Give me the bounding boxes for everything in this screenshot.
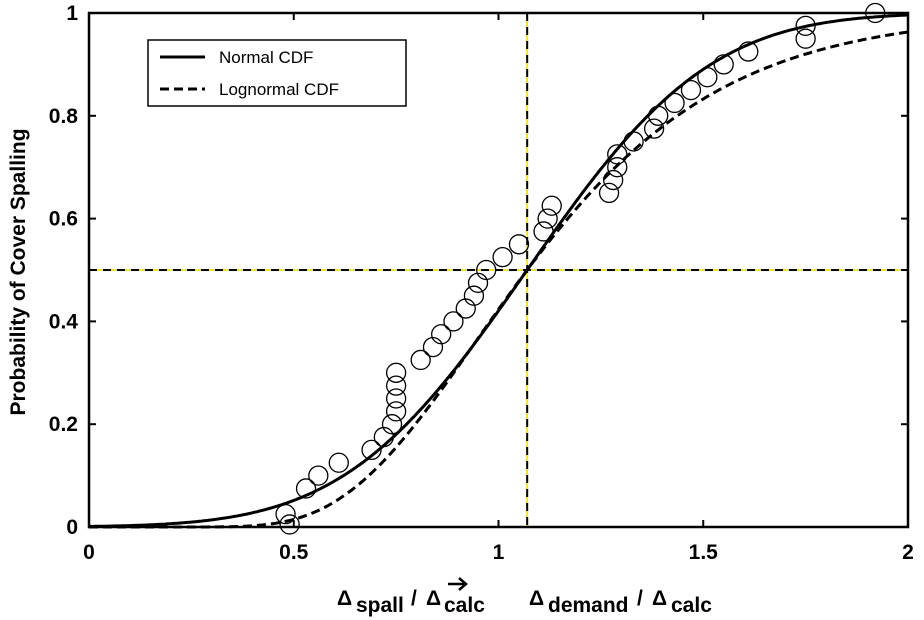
data-point	[381, 414, 403, 435]
x-label-delta-4: Δ	[652, 587, 667, 610]
x-label-slash-1: /	[411, 587, 417, 610]
x-label-spall: spall	[356, 594, 404, 617]
data-point	[295, 478, 317, 499]
data-point	[385, 388, 407, 409]
y-tick-label: 0.6	[49, 208, 78, 231]
data-point	[598, 182, 620, 204]
data-point	[361, 439, 382, 461]
data-point	[541, 195, 562, 216]
data-point	[623, 131, 644, 152]
data-point	[492, 246, 513, 268]
data-point	[795, 15, 816, 37]
data-point	[697, 67, 718, 88]
y-tick-label: 0.8	[49, 105, 79, 128]
data-point	[607, 157, 628, 178]
data-point	[410, 349, 431, 371]
x-tick-label: 2	[902, 541, 914, 564]
x-label-delta-1: Δ	[337, 587, 352, 610]
data-point	[738, 41, 759, 62]
data-point	[607, 144, 628, 165]
cdf-line-normal	[89, 13, 909, 528]
data-point	[643, 118, 665, 139]
legend: Normal CDF Lognormal CDF	[147, 39, 407, 107]
data-point	[508, 234, 530, 255]
data-point	[279, 514, 300, 535]
data-point	[795, 28, 816, 49]
x-label-delta-2: Δ	[426, 587, 441, 610]
data-point	[680, 79, 702, 101]
x-label-calc-2: calc	[671, 594, 712, 617]
data-point	[373, 426, 394, 448]
data-point	[385, 362, 407, 383]
data-point	[308, 465, 329, 486]
data-point	[385, 401, 407, 422]
data-point	[328, 452, 349, 473]
data-point	[443, 311, 464, 332]
y-axis-label: Probability of Cover Spalling	[7, 128, 30, 415]
data-points	[275, 2, 886, 535]
data-point	[431, 324, 452, 345]
data-point	[455, 298, 476, 319]
y-tick-label: 0.2	[49, 413, 78, 436]
legend-box	[147, 39, 407, 107]
data-point	[648, 105, 669, 126]
legend-label-lognormal: Lognormal CDF	[219, 80, 339, 99]
data-point	[463, 285, 485, 306]
y-tick-label: 0	[66, 516, 78, 539]
x-label-calc-1: calc	[444, 594, 485, 617]
x-tick-label: 0	[83, 541, 95, 564]
tick-labels: 0 0.5 1 1.5 2 0 0.2 0.4 0.6 0.8 1	[49, 2, 914, 564]
data-point	[713, 54, 734, 75]
data-point	[476, 259, 497, 281]
data-point	[385, 375, 407, 396]
x-tick-label: 1	[493, 541, 505, 564]
data-point	[603, 169, 624, 191]
data-point	[537, 208, 558, 229]
data-point	[467, 272, 489, 294]
x-axis-label: Δ spall / Δ calc Δ demand / Δ calc	[337, 577, 712, 617]
y-tick-label: 1	[66, 2, 78, 25]
x-label-delta-3: Δ	[529, 587, 544, 610]
cdf-curves	[89, 13, 909, 529]
data-point	[664, 92, 685, 114]
x-tick-label: 0.5	[279, 541, 309, 564]
x-tick-label: 1.5	[689, 541, 719, 564]
cdf-line-lognormal	[89, 30, 909, 529]
x-label-slash-2: /	[637, 587, 643, 610]
arrow-icon	[448, 577, 468, 591]
data-point	[533, 221, 554, 242]
legend-label-normal: Normal CDF	[219, 48, 313, 67]
y-tick-label: 0.4	[49, 310, 79, 333]
data-point	[275, 504, 296, 525]
x-label-demand: demand	[548, 594, 629, 617]
axis-ticks	[88, 12, 909, 528]
data-point	[422, 336, 444, 358]
